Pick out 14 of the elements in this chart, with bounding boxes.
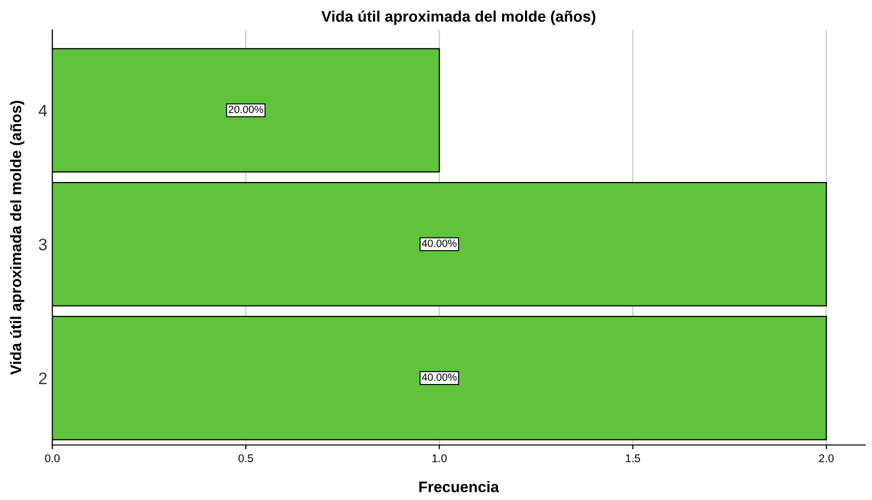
x-tick-label: 1.0 [432, 454, 447, 462]
annotation: 40.00% [422, 373, 457, 381]
y-tick-label: 2 [39, 372, 47, 384]
x-axis-title: Frecuencia [419, 481, 500, 492]
annotation: 20.00% [228, 106, 264, 114]
annotation: 40.00% [422, 240, 457, 247]
x-tick-label: 0.5 [238, 454, 254, 462]
y-tick-label: 4 [38, 104, 47, 116]
chart-title: Vida útil aproximada del molde (años) [321, 10, 596, 25]
x-tick-label: 2.0 [819, 454, 834, 462]
x-tick-label: 0.0 [45, 454, 60, 462]
y-axis-title: Vida útil aproximada del molde (años) [10, 100, 24, 375]
y-tick-label: 3 [38, 238, 47, 250]
x-tick-label: 1.5 [626, 454, 640, 462]
